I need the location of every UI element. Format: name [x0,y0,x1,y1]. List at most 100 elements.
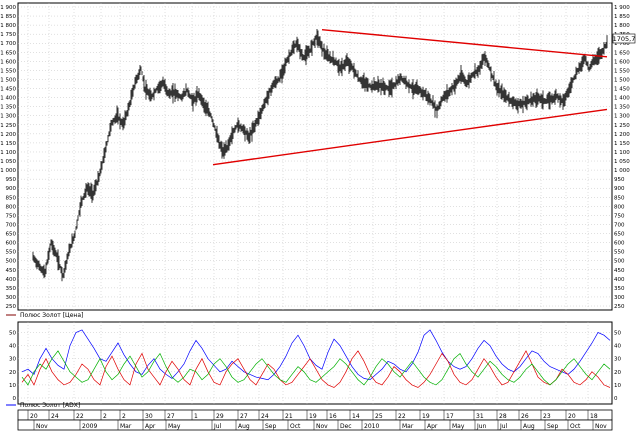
price-tick-label-left: 1 000 [0,168,16,174]
price-legend: Полюс Золот [Цена] [6,312,83,319]
price-tick-label-right: 1 600 [614,59,630,65]
price-tick-label-left: 550 [6,250,17,256]
price-tick-label-left: 1 450 [0,87,16,93]
price-gridlines [18,3,612,310]
price-tick-label-left: 1 250 [0,123,16,129]
price-tick-label-right: 800 [614,204,625,210]
price-tick-label-left: 1 850 [0,14,16,20]
price-tick-label-right: 1 800 [614,23,630,29]
adx-legend-label: Полюс Золот [ADX] [20,402,80,409]
price-tick-label-right: 1 350 [614,105,630,111]
adx-tick-label-left: 20 [9,370,16,376]
adx-tick-label-left: 50 [9,331,16,337]
month-label: Jul [499,423,508,430]
day-label: 22 [76,413,84,420]
month-label: Aug [238,423,250,430]
price-tick-label-left: 1 900 [0,5,16,11]
month-label: Jun [476,423,487,430]
price-tick-label-left: 1 150 [0,141,16,147]
price-tick-label-left: 350 [6,286,17,292]
day-label: 22 [398,413,406,420]
price-tick-label-left: 1 300 [0,114,16,120]
day-label: 25 [375,413,383,420]
day-label: 20 [30,413,38,420]
day-label: 21 [285,413,293,420]
price-tick-label-right: 1 150 [614,141,630,147]
price-tick-label-right: 1 050 [614,159,630,165]
day-label: 2 [122,413,126,420]
trendlines [212,28,608,166]
day-label: 26 [521,413,529,420]
price-tick-label-right: 650 [614,232,625,238]
price-tick-label-right: 400 [614,277,625,283]
adx-tick-label-left: 0 [13,396,17,402]
adx-tick-label-right: 0 [614,396,618,402]
price-tick-label-right: 1 400 [614,96,630,102]
price-tick-label-right: 1 300 [614,114,630,120]
month-label: May [168,423,181,430]
day-label: 27 [167,413,175,420]
day-label: 16 [329,413,337,420]
price-tick-label-left: 250 [6,304,17,310]
price-tick-label-right: 750 [614,213,625,219]
month-label: Apr [145,423,156,430]
price-tick-label-right: 1 250 [614,123,630,129]
day-label: 23 [543,413,551,420]
month-label: Mar [120,423,132,430]
month-label: Oct [570,423,581,430]
price-tick-label-left: 1 100 [0,150,16,156]
price-tick-label-right: 1 650 [614,50,630,56]
price-tick-label-left: 1 500 [0,77,16,83]
price-tick-label-left: 850 [6,195,17,201]
price-tick-label-left: 1 350 [0,105,16,111]
price-tick-label-right: 450 [614,268,625,274]
price-tick-label-right: 700 [614,222,625,228]
price-right-axis: 250 300 350 400 450 500 550 600 650 700 750 800 850 9… [614,5,630,310]
month-label: 2010 [364,423,379,430]
price-left-axis: 250 300 350 400 450 500 550 600 650 700 750 800 850 9… [0,5,16,310]
day-label: 19 [309,413,317,420]
price-tick-label-left: 950 [6,177,17,183]
price-tick-label-left: 750 [6,213,17,219]
day-label: 1 [194,413,198,420]
price-tick-label-right: 1 200 [614,132,630,138]
adx-tick-label-right: 10 [614,383,621,389]
adx-tick-label-right: 40 [614,344,621,350]
adx-tick-label-left: 30 [9,357,16,363]
price-tick-label-right: 600 [614,241,625,247]
price-tick-label-right: 1 450 [614,87,630,93]
price-tick-label-right: 900 [614,186,625,192]
adx-tick-label-right: 50 [614,331,621,337]
month-label: 2009 [82,423,97,430]
price-legend-label: Полюс Золот [Цена] [20,312,83,319]
price-tick-label-left: 700 [6,222,17,228]
adx-right-axis: 0 10 20 30 40 50 [614,331,621,402]
month-label: Nov [36,423,48,430]
price-tick-label-right: 1 700 [614,41,630,47]
day-label: 2 [103,413,107,420]
adx-series-line-1 [21,329,611,381]
adx-gridlines [18,322,612,404]
adx-plot-frame [17,321,613,405]
day-label: 24 [51,413,59,420]
price-tick-label-left: 1 650 [0,50,16,56]
price-tick-label-left: 1 800 [0,23,16,29]
day-label: 14 [352,413,360,420]
month-label: Jul [213,423,222,430]
price-tick-label-left: 1 550 [0,68,16,74]
price-tick-label-left: 1 200 [0,132,16,138]
adx-tick-label-left: 10 [9,383,16,389]
day-label: 31 [476,413,484,420]
month-label: Apr [427,423,438,430]
price-tick-label-left: 1 750 [0,32,16,38]
month-label: Nov [595,423,607,430]
month-label: Oct [290,423,301,430]
price-tick-label-right: 1 100 [614,150,630,156]
day-label: 28 [499,413,507,420]
day-label: 27 [240,413,248,420]
month-label: Aug [523,423,535,430]
day-label: 30 [145,413,153,420]
price-tick-label-left: 1 700 [0,41,16,47]
day-label: 17 [446,413,454,420]
